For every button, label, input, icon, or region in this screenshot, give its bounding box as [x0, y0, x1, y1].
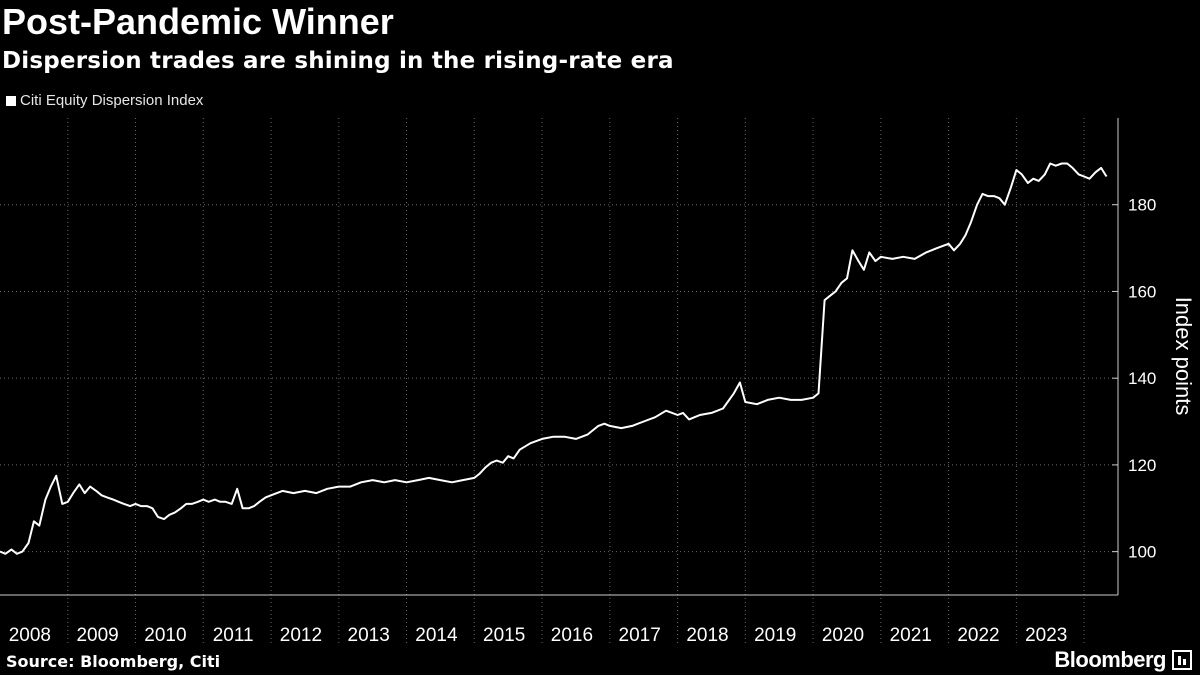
- legend: Citi Equity Dispersion Index: [6, 92, 203, 110]
- grid-lines: [0, 118, 1118, 645]
- y-tick-label: 120: [1128, 456, 1156, 475]
- x-tick-label: 2018: [686, 625, 728, 646]
- axes: 100 120 140 160 180 Index points 2008 2009 2010 2…: [0, 118, 1196, 646]
- x-tick-label: 2009: [76, 625, 118, 646]
- series-layer: [0, 162, 1108, 555]
- brand-logo: Bloomberg: [1054, 647, 1166, 672]
- x-tick-label: 2019: [754, 625, 796, 646]
- x-tick-label: 2017: [619, 625, 661, 646]
- x-tick-label: 2020: [822, 625, 864, 646]
- x-tick-label: 2010: [144, 625, 186, 646]
- x-tick-label: 2022: [957, 625, 999, 646]
- x-tick-label: 2008: [9, 625, 51, 646]
- x-tick-label: 2023: [1025, 625, 1067, 646]
- x-tick-label: 2013: [348, 625, 390, 646]
- y-axis-title: Index points: [1171, 297, 1196, 416]
- legend-swatch: [6, 96, 16, 106]
- source-note: Source: Bloomberg, Citi: [6, 652, 221, 671]
- chart-icon: [1172, 650, 1192, 670]
- chart-subtitle: Dispersion trades are shining in the ris…: [2, 48, 674, 74]
- x-tick-label: 2016: [551, 625, 593, 646]
- chart-title: Post-Pandemic Winner: [2, 1, 394, 42]
- y-tick-label: 140: [1128, 369, 1156, 388]
- y-tick-label: 100: [1128, 543, 1156, 562]
- x-tick-label: 2012: [280, 625, 322, 646]
- y-tick-label: 160: [1128, 282, 1156, 301]
- x-tick-label: 2014: [415, 625, 458, 646]
- x-tick-label: 2011: [213, 625, 254, 646]
- x-tick-label: 2021: [890, 625, 932, 646]
- legend-label: Citi Equity Dispersion Index: [20, 92, 204, 109]
- x-tick-label: 2015: [483, 625, 525, 646]
- y-tick-label: 180: [1128, 196, 1156, 215]
- series-line: [0, 162, 1108, 555]
